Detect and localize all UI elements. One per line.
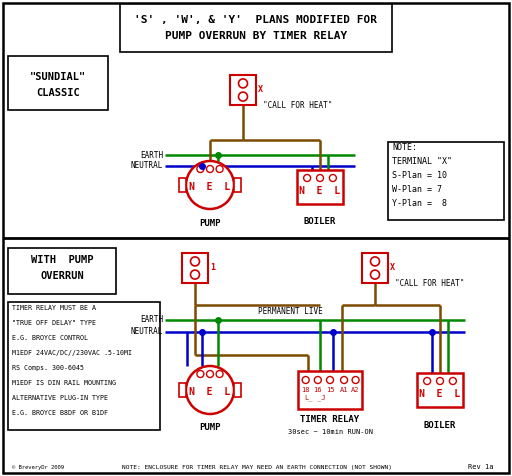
Text: _J: _J <box>316 395 325 401</box>
Text: L_: L_ <box>305 395 313 401</box>
FancyBboxPatch shape <box>234 178 241 192</box>
Circle shape <box>371 270 379 279</box>
Text: "TRUE OFF DELAY" TYPE: "TRUE OFF DELAY" TYPE <box>12 320 96 326</box>
Text: M1EDF 24VAC/DC//230VAC .5-10MI: M1EDF 24VAC/DC//230VAC .5-10MI <box>12 350 132 356</box>
Text: X: X <box>390 264 395 272</box>
FancyBboxPatch shape <box>3 3 509 473</box>
Text: TIMER RELAY MUST BE A: TIMER RELAY MUST BE A <box>12 305 96 311</box>
Circle shape <box>352 377 359 384</box>
FancyBboxPatch shape <box>362 253 388 283</box>
Circle shape <box>216 166 223 172</box>
FancyBboxPatch shape <box>8 56 108 110</box>
FancyBboxPatch shape <box>120 4 392 52</box>
Text: NEUTRAL: NEUTRAL <box>131 327 163 337</box>
Circle shape <box>216 370 223 377</box>
Circle shape <box>371 257 379 266</box>
Text: 1: 1 <box>210 264 215 272</box>
Text: N  E  L: N E L <box>300 186 340 196</box>
Text: TIMER RELAY: TIMER RELAY <box>301 416 359 425</box>
Circle shape <box>423 377 431 385</box>
Circle shape <box>304 175 311 181</box>
Text: BOILER: BOILER <box>424 420 456 429</box>
Text: "CALL FOR HEAT": "CALL FOR HEAT" <box>395 278 464 288</box>
Circle shape <box>450 377 456 385</box>
Text: ALTERNATIVE PLUG-IN TYPE: ALTERNATIVE PLUG-IN TYPE <box>12 395 108 401</box>
Text: 18: 18 <box>302 387 310 393</box>
Text: A2: A2 <box>351 387 360 393</box>
Text: NOTE:: NOTE: <box>392 143 417 152</box>
Circle shape <box>239 92 247 101</box>
Text: N  E  L: N E L <box>189 387 230 397</box>
Circle shape <box>302 377 309 384</box>
Circle shape <box>329 175 336 181</box>
FancyBboxPatch shape <box>297 170 343 204</box>
Circle shape <box>190 270 200 279</box>
Text: BOILER: BOILER <box>304 218 336 227</box>
Text: PUMP OVERRUN BY TIMER RELAY: PUMP OVERRUN BY TIMER RELAY <box>165 31 347 41</box>
FancyBboxPatch shape <box>182 253 208 283</box>
FancyBboxPatch shape <box>8 302 160 430</box>
FancyBboxPatch shape <box>179 383 186 397</box>
Circle shape <box>190 257 200 266</box>
Text: "CALL FOR HEAT": "CALL FOR HEAT" <box>263 100 332 109</box>
Text: PUMP: PUMP <box>199 218 221 228</box>
Text: 15: 15 <box>326 387 334 393</box>
FancyBboxPatch shape <box>417 373 463 407</box>
Text: 16: 16 <box>313 387 322 393</box>
Text: WITH  PUMP: WITH PUMP <box>31 255 93 265</box>
Text: X: X <box>258 86 263 95</box>
Text: © BreveryDr 2009: © BreveryDr 2009 <box>12 465 64 469</box>
Text: NEUTRAL: NEUTRAL <box>131 161 163 170</box>
Circle shape <box>197 166 204 172</box>
Text: EARTH: EARTH <box>140 316 163 325</box>
Circle shape <box>340 377 348 384</box>
FancyBboxPatch shape <box>179 178 186 192</box>
Text: 'S' , 'W', & 'Y'  PLANS MODIFIED FOR: 'S' , 'W', & 'Y' PLANS MODIFIED FOR <box>135 15 377 25</box>
Text: S-Plan = 10: S-Plan = 10 <box>392 171 447 180</box>
Text: PUMP: PUMP <box>199 424 221 433</box>
FancyBboxPatch shape <box>298 371 362 409</box>
Text: N  E  L: N E L <box>189 182 230 192</box>
FancyBboxPatch shape <box>8 248 116 294</box>
Circle shape <box>197 370 204 377</box>
Text: EARTH: EARTH <box>140 150 163 159</box>
FancyBboxPatch shape <box>230 75 256 105</box>
Text: N  E  L: N E L <box>419 389 461 399</box>
Text: NOTE: ENCLOSURE FOR TIMER RELAY MAY NEED AN EARTH CONNECTION (NOT SHOWN): NOTE: ENCLOSURE FOR TIMER RELAY MAY NEED… <box>122 465 392 469</box>
Circle shape <box>327 377 333 384</box>
Text: CLASSIC: CLASSIC <box>36 88 80 98</box>
Text: PERMANENT LIVE: PERMANENT LIVE <box>258 307 323 316</box>
FancyBboxPatch shape <box>388 142 504 220</box>
Circle shape <box>316 175 324 181</box>
Circle shape <box>186 366 234 414</box>
Text: W-Plan = 7: W-Plan = 7 <box>392 186 442 195</box>
Text: "SUNDIAL": "SUNDIAL" <box>30 72 86 82</box>
Circle shape <box>314 377 322 384</box>
Text: M1EDF IS DIN RAIL MOUNTING: M1EDF IS DIN RAIL MOUNTING <box>12 380 116 386</box>
Text: Rev 1a: Rev 1a <box>468 464 494 470</box>
Text: 30sec ~ 10min RUN-ON: 30sec ~ 10min RUN-ON <box>288 429 373 435</box>
Circle shape <box>206 166 214 172</box>
FancyBboxPatch shape <box>234 383 241 397</box>
Circle shape <box>437 377 443 385</box>
Text: A1: A1 <box>340 387 348 393</box>
Text: E.G. BROYCE CONTROL: E.G. BROYCE CONTROL <box>12 335 88 341</box>
Circle shape <box>239 79 247 88</box>
Text: RS Comps. 300-6045: RS Comps. 300-6045 <box>12 365 84 371</box>
Circle shape <box>206 370 214 377</box>
Text: TERMINAL "X": TERMINAL "X" <box>392 158 452 167</box>
Text: OVERRUN: OVERRUN <box>40 271 84 281</box>
Text: Y-Plan =  8: Y-Plan = 8 <box>392 199 447 208</box>
Text: E.G. BROYCE B8DF OR B1DF: E.G. BROYCE B8DF OR B1DF <box>12 410 108 416</box>
Circle shape <box>186 161 234 209</box>
